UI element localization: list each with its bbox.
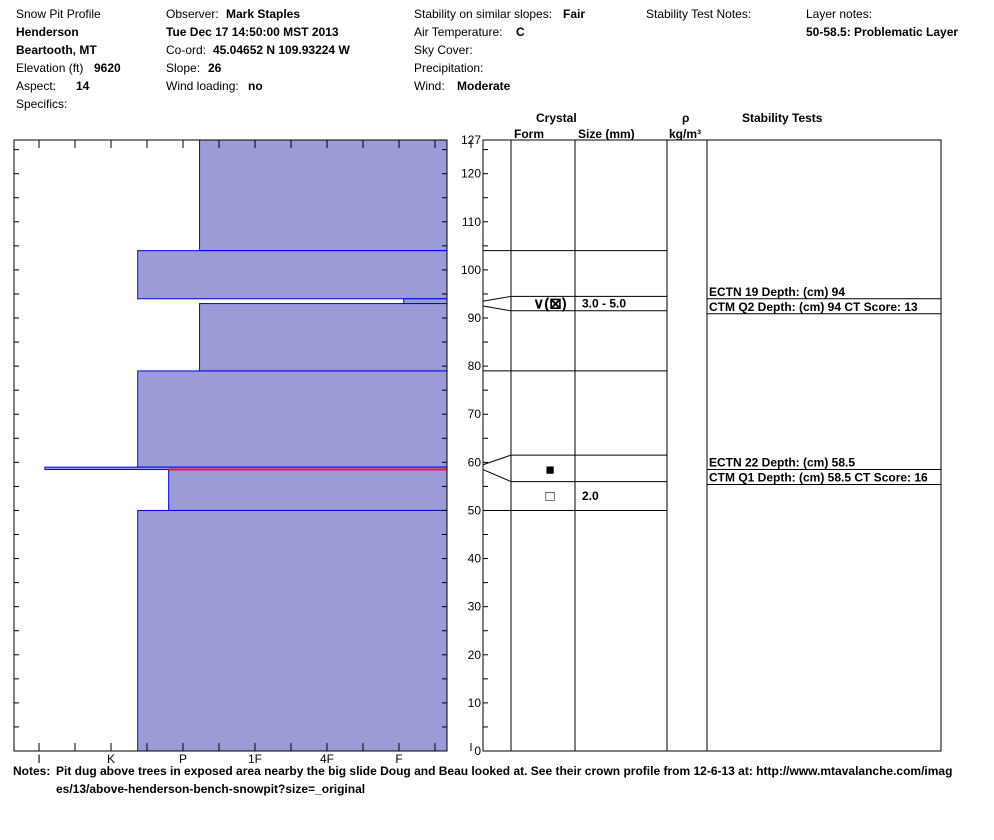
crystal-size: 2.0	[582, 489, 599, 503]
stability-tests-header: Stability Tests	[742, 111, 823, 125]
y-tick-label: 10	[468, 696, 482, 710]
boundary-connector	[482, 305, 512, 312]
coord-label: Co-ord:	[166, 43, 207, 57]
stability-test-label: CTM Q1 Depth: (cm) 58.5 CT Score: 16	[709, 471, 928, 485]
sky-cover-label: Sky Cover:	[414, 43, 473, 57]
slope-label: Slope:	[166, 61, 201, 75]
hardness-tick-label: K	[107, 752, 115, 766]
crystal-column: ∨(⊠) 3.0 - 5.0 ■ □ 2.0	[533, 296, 626, 505]
profile-title: Snow Pit Profile	[16, 7, 101, 21]
y-tick-label: 70	[468, 407, 482, 421]
y-tick-label: 80	[468, 359, 482, 373]
stability-test-label: CTM Q2 Depth: (cm) 94 CT Score: 13	[709, 300, 918, 314]
wind-label: Wind:	[414, 79, 445, 93]
hardness-plot-frame	[13, 139, 448, 752]
hardness-layer	[199, 139, 448, 252]
y-tick-label: 120	[461, 167, 481, 181]
layer-note: 50-58.5: Problematic Layer	[806, 25, 959, 39]
y-tick-label: 30	[468, 600, 482, 614]
form-header: Form	[514, 127, 544, 141]
hardness-layers	[44, 139, 448, 752]
hardness-layer	[137, 370, 448, 468]
air-temp-value: C	[516, 25, 525, 39]
air-temp-label: Air Temperature:	[414, 25, 503, 39]
observer-value: Mark Staples	[226, 7, 301, 21]
hardness-layer	[137, 509, 448, 752]
boundary-connector	[482, 469, 512, 483]
chart-frames	[13, 139, 942, 752]
layer-notes-label: Layer notes:	[806, 7, 873, 21]
boundary-connector	[482, 295, 512, 302]
crystal-form: □	[545, 488, 554, 505]
wind-loading-value: no	[248, 79, 263, 93]
crystal-form: ∨(⊠)	[533, 296, 567, 313]
hardness-layer	[199, 303, 448, 372]
size-header: Size (mm)	[578, 127, 635, 141]
wind-value: Moderate	[457, 79, 511, 93]
hardness-layer	[168, 469, 448, 511]
stability-value: Fair	[563, 7, 586, 21]
hardness-tick-label: F	[395, 752, 402, 766]
coord-value: 45.04652 N 109.93224 W	[213, 43, 350, 57]
elevation-label: Elevation (ft)	[16, 61, 84, 75]
observer-label: Observer:	[166, 7, 219, 21]
stability-test-label: ECTN 22 Depth: (cm) 58.5	[709, 456, 855, 470]
notes-label: Notes:	[13, 764, 51, 778]
y-tick-label: 90	[468, 311, 482, 325]
notes-line-1: Pit dug above trees in exposed area near…	[56, 764, 953, 778]
y-tick-label: 100	[461, 263, 481, 277]
y-tick-label: 0	[474, 744, 481, 758]
boundary-connector	[482, 454, 512, 466]
density-symbol: ρ	[682, 111, 690, 125]
y-tick-label: 50	[468, 503, 482, 517]
hardness-tick-label: P	[179, 752, 187, 766]
aspect-label: Aspect:	[16, 79, 57, 93]
y-tick-label: 60	[468, 455, 482, 469]
location-name: Henderson	[16, 25, 79, 39]
stability-notes-label: Stability Test Notes:	[646, 7, 752, 21]
crystal-size: 3.0 - 5.0	[582, 297, 626, 311]
hardness-tick-label: 1F	[248, 752, 262, 766]
data-table-frame	[482, 139, 942, 752]
notes-line-2: es/13/above-henderson-bench-snowpit?size…	[56, 782, 366, 796]
hardness-tick-label: 4F	[320, 752, 334, 766]
aspect-value: 14	[76, 79, 90, 93]
specifics-label: Specifics:	[16, 97, 68, 111]
hardness-axis: I K P 1F 4F F	[37, 140, 472, 766]
region-name: Beartooth, MT	[16, 43, 97, 57]
crystal-form: ■	[545, 462, 554, 479]
layer-boundaries	[482, 250, 667, 511]
precip-label: Precipitation:	[414, 61, 484, 75]
stability-label: Stability on similar slopes:	[414, 7, 553, 21]
crystal-header: Crystal	[536, 111, 577, 125]
wind-loading-label: Wind loading:	[166, 79, 239, 93]
y-tick-label: 40	[468, 552, 482, 566]
hardness-tick-label: I	[37, 752, 40, 766]
hardness-layer	[137, 250, 448, 300]
y-tick-label: 20	[468, 648, 482, 662]
density-unit: kg/m³	[669, 127, 702, 141]
hardness-layer	[403, 298, 448, 305]
stability-test-label: ECTN 19 Depth: (cm) 94	[709, 285, 845, 299]
observation-date: Tue Dec 17 14:50:00 MST 2013	[166, 25, 339, 39]
elevation-value: 9620	[94, 61, 121, 75]
y-tick-label: 110	[462, 215, 481, 229]
slope-value: 26	[208, 61, 222, 75]
